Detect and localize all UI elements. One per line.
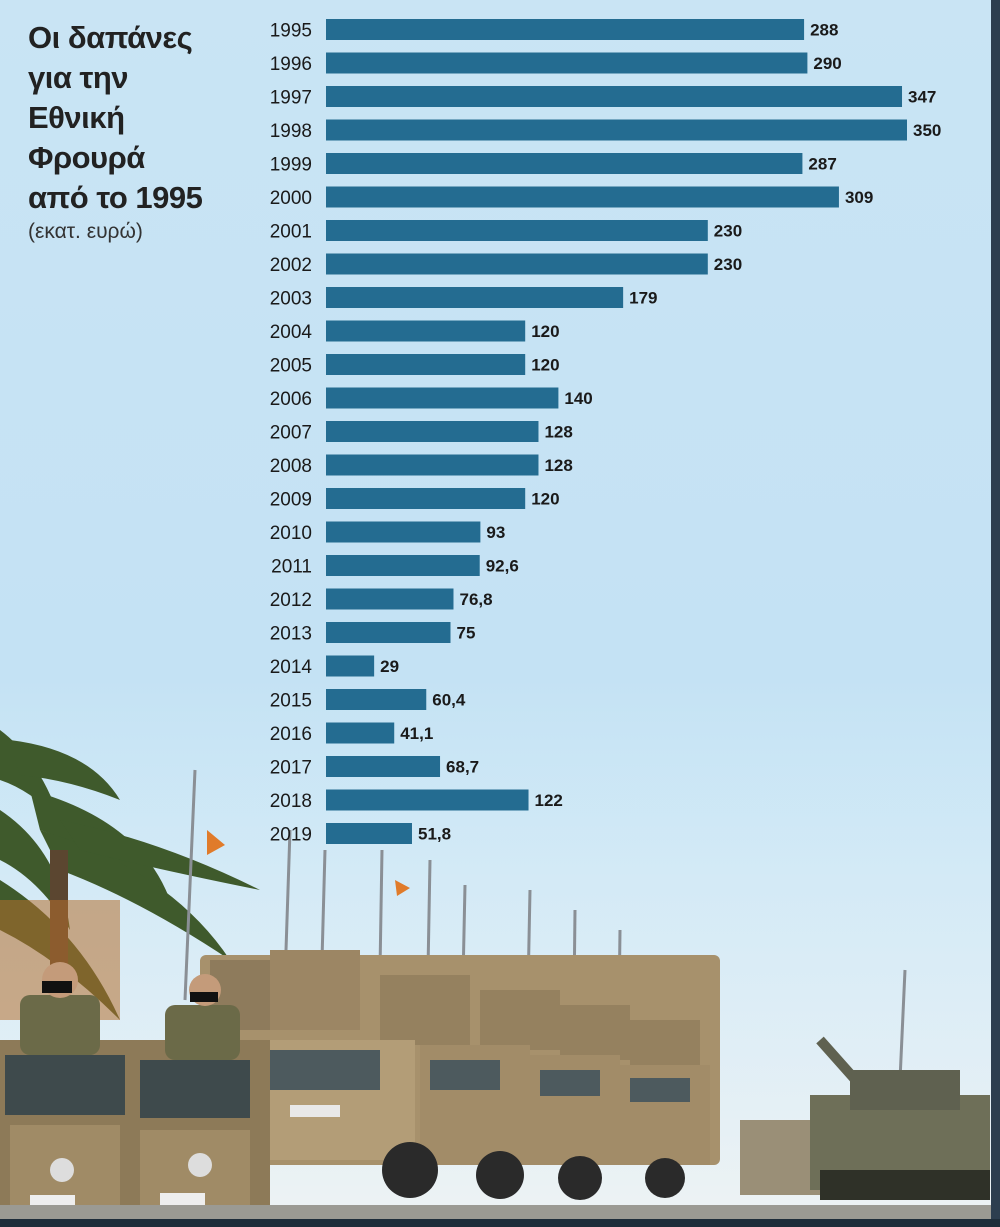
bar-value-label: 140: [564, 389, 592, 408]
frame-border-right: [991, 0, 1000, 1227]
soldiers: [20, 962, 240, 1060]
bar: [326, 823, 412, 844]
armored-vehicles: [200, 950, 720, 1200]
bar-value-label: 75: [457, 624, 476, 643]
bar: [326, 86, 903, 107]
bar-value-label: 128: [544, 423, 572, 442]
bar: [326, 521, 481, 543]
bar: [326, 789, 529, 811]
year-tick-label: 2013: [270, 624, 312, 645]
bar-value-label: 41,1: [400, 724, 433, 743]
chart-title: Οι δαπάνες για την Εθνική Φρουρά από το …: [28, 20, 203, 215]
bar: [326, 52, 808, 74]
bar-value-label: 230: [714, 255, 742, 274]
bar-value-label: 287: [808, 155, 836, 174]
year-tick-label: 2016: [270, 724, 312, 745]
year-tick-label: 2005: [270, 356, 312, 377]
bar-value-label: 76,8: [459, 590, 492, 609]
bar: [326, 186, 839, 208]
year-tick-label: 2001: [270, 222, 312, 243]
bar: [326, 756, 441, 777]
bar-value-label: 230: [714, 222, 742, 241]
bar-value-label: 179: [629, 289, 657, 308]
bar-value-label: 93: [486, 523, 505, 542]
bar: [326, 253, 708, 275]
year-tick-label: 1999: [270, 155, 312, 176]
bar: [326, 153, 803, 174]
bar: [326, 454, 539, 476]
bar-value-label: 120: [531, 322, 559, 341]
bar: [326, 119, 907, 141]
year-tick-label: 2002: [270, 255, 312, 276]
year-tick-label: 2006: [270, 389, 312, 410]
year-tick-label: 2000: [270, 188, 312, 209]
year-tick-label: 1995: [270, 21, 312, 42]
year-tick-label: 2018: [270, 791, 312, 812]
bar-value-label: 347: [908, 88, 936, 107]
bar: [326, 722, 395, 744]
bar: [326, 622, 451, 643]
jeeps: [0, 1040, 270, 1220]
year-tick-label: 1998: [270, 121, 312, 142]
year-tick-label: 2015: [270, 691, 312, 712]
bar-value-label: 128: [544, 456, 572, 475]
year-tick-label: 2003: [270, 289, 312, 310]
bar: [326, 555, 480, 576]
bar-value-label: 122: [535, 791, 563, 810]
tank: [740, 1036, 990, 1200]
year-tick-label: 2019: [270, 825, 312, 846]
year-tick-label: 2014: [270, 657, 313, 678]
bar: [326, 220, 708, 241]
year-tick-label: 2004: [270, 322, 313, 343]
bar-chart: 1995 288 1996 290 1997 347 1998 350 1999 287 2000 3…: [270, 19, 941, 846]
bar-value-label: 288: [810, 21, 838, 40]
bar: [326, 19, 805, 40]
year-tick-label: 1997: [270, 88, 312, 109]
bar-value-label: 92,6: [486, 557, 519, 576]
bar: [326, 354, 526, 375]
bar: [326, 287, 624, 308]
chart-subtitle: (εκατ. ευρώ): [28, 220, 143, 243]
bar-value-label: 120: [531, 490, 559, 509]
bar: [326, 320, 526, 342]
bar-value-label: 51,8: [418, 825, 451, 844]
bar: [326, 588, 454, 610]
year-tick-label: 2007: [270, 423, 312, 444]
bar: [326, 387, 559, 409]
year-tick-label: 2010: [270, 523, 312, 544]
year-tick-label: 2008: [270, 456, 312, 477]
bar-value-label: 60,4: [432, 691, 466, 710]
bar-value-label: 309: [845, 188, 873, 207]
year-tick-label: 2017: [270, 758, 312, 779]
bar-value-label: 350: [913, 121, 941, 140]
bar: [326, 689, 427, 710]
bar: [326, 421, 539, 442]
frame-border-bottom: [0, 1219, 1000, 1227]
year-tick-label: 2011: [271, 557, 312, 578]
bar: [326, 655, 375, 677]
title-block: Οι δαπάνες για την Εθνική Φρουρά από το …: [28, 18, 248, 244]
bar-value-label: 68,7: [446, 758, 479, 777]
year-tick-label: 2012: [270, 590, 312, 611]
military-parade-photo: [0, 700, 1000, 1227]
bar-value-label: 290: [813, 54, 841, 73]
year-tick-label: 1996: [270, 54, 312, 75]
year-tick-label: 2009: [270, 490, 312, 511]
bar-value-label: 29: [380, 657, 399, 676]
bar-value-label: 120: [531, 356, 559, 375]
bar: [326, 488, 526, 509]
